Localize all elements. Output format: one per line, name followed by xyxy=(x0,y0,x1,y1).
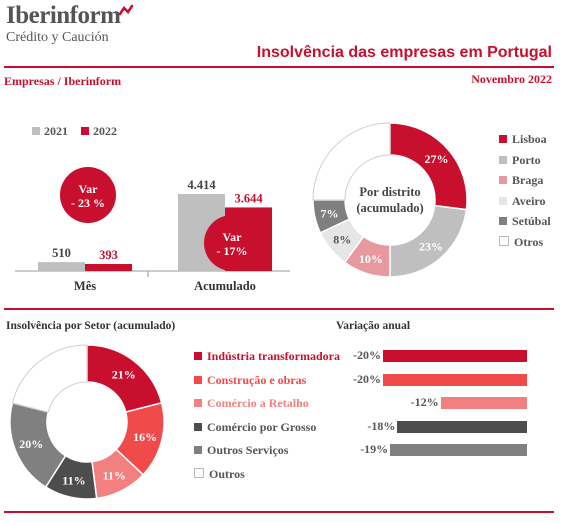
sector-title: Insolvência por Setor (acumulado) xyxy=(6,320,176,332)
legend-label: Construção e obras xyxy=(207,372,307,387)
bar-value-label: 393 xyxy=(99,248,118,262)
logo-tagline: Crédito y Caución xyxy=(6,30,109,45)
legend-swatch xyxy=(194,467,204,478)
donut-slice-label: 7% xyxy=(320,207,338,221)
section-subtitle: Empresas / Iberinform xyxy=(4,74,122,88)
legend-swatch xyxy=(194,446,202,454)
legend-item: Otros xyxy=(499,235,551,256)
legend-label: Outros Serviços xyxy=(207,443,289,457)
legend-label: Porto xyxy=(512,152,541,167)
variation-bubble-text: - 17% xyxy=(217,244,248,258)
donut-slice-label: 27% xyxy=(425,152,449,166)
sector-donut-chart: 21% 16% 11% 11% 20% xyxy=(9,344,165,500)
bar-2021-0 xyxy=(38,262,85,271)
bar-category-label: Acumulado xyxy=(194,279,256,293)
sector-legend-item: Outros xyxy=(194,467,245,482)
donut-center-label-2: (acumulado) xyxy=(356,201,423,215)
legend-swatch xyxy=(194,352,202,360)
legend-swatch xyxy=(499,235,509,246)
variation-bubble-text: Var xyxy=(223,230,243,244)
legend-label: Comércio a Retalho xyxy=(207,396,309,410)
donut-slice-otros xyxy=(312,122,391,201)
legend-label: Otros xyxy=(514,234,544,249)
legend-item-2022: 2022 xyxy=(81,124,117,138)
donut-slice-label: 10% xyxy=(359,252,383,266)
report-date: Novembro 2022 xyxy=(471,72,552,86)
donut-slice-label: 21% xyxy=(112,368,136,382)
logo-wordmark: Iberinform xyxy=(6,2,121,29)
variation-bar xyxy=(383,350,527,362)
variation-bubble xyxy=(204,215,260,271)
bar-2022-0 xyxy=(85,264,132,271)
variation-bar-label: -19% xyxy=(360,442,389,456)
bar-value-label: 4.414 xyxy=(187,178,216,192)
logo-mark-icon xyxy=(118,4,134,25)
legend-item: Lisboa xyxy=(499,132,551,153)
donut-slice-label: 16% xyxy=(133,430,157,444)
legend-item: Porto xyxy=(499,153,551,174)
donut-center-label-1: Por distrito xyxy=(359,185,420,199)
district-donut-chart: 27% 23% 10% 8% 7% Por distrito (acumulado) xyxy=(312,122,468,278)
bar-category-label: Mês xyxy=(74,279,96,293)
legend-swatch xyxy=(499,155,507,164)
variation-bar xyxy=(440,397,527,409)
donut-slice-label: 11% xyxy=(62,474,85,488)
legend-item: Setúbal xyxy=(499,214,551,235)
variation-bar-label: -20% xyxy=(353,371,381,386)
legend-swatch xyxy=(194,399,202,407)
variation-bar xyxy=(383,373,527,386)
variation-bubble-text: Var xyxy=(79,182,99,196)
variation-bar-label: -18% xyxy=(367,418,396,433)
legend-swatch xyxy=(499,217,507,225)
legend-swatch xyxy=(194,422,202,431)
variation-bar-label: -20% xyxy=(353,348,381,362)
legend-item: Braga xyxy=(499,173,551,194)
district-legend: Lisboa Porto Braga Aveiro Setúbal Otros xyxy=(499,132,551,255)
legend-label: Braga xyxy=(512,173,544,187)
sector-legend-item: Comércio por Grosso xyxy=(194,420,316,435)
header-rule xyxy=(4,66,554,68)
bar-value-label: 510 xyxy=(52,246,71,260)
variation-bar-chart: Indústria transformadora Construção e obr… xyxy=(192,342,562,502)
footer-rule xyxy=(4,511,554,513)
legend-label: Setúbal xyxy=(512,214,551,228)
section-rule xyxy=(4,308,554,310)
legend-label: Comércio por Grosso xyxy=(207,419,317,434)
bar-legend: 2021 2022 xyxy=(32,124,117,139)
variation-bar-label: -12% xyxy=(410,395,439,409)
legend-label: Aveiro xyxy=(512,193,546,208)
legend-item: Aveiro xyxy=(499,194,551,215)
donut-slice-label: 8% xyxy=(333,233,351,247)
legend-label: Lisboa xyxy=(512,132,547,146)
legend-label: Outros xyxy=(209,466,245,481)
donut-slice-label: 23% xyxy=(419,240,443,254)
variation-bar xyxy=(390,444,527,456)
sector-legend-item: Construção e obras xyxy=(194,373,306,388)
sector-legend-item: Comércio a Retalho xyxy=(194,396,309,411)
donut-slice-label: 11% xyxy=(103,468,126,482)
legend-swatch xyxy=(499,135,507,143)
legend-swatch xyxy=(499,176,507,184)
bar-value-label: 3.644 xyxy=(234,191,263,205)
sector-legend-item: Indústria transformadora xyxy=(194,349,340,364)
variation-title: Variação anual xyxy=(336,320,411,332)
donut-slice-label: 20% xyxy=(19,437,43,451)
sector-legend-item: Outros Serviços xyxy=(194,443,288,458)
page-title: Insolvência das empresas em Portugal xyxy=(256,44,552,61)
donut-slice-outros xyxy=(11,344,88,413)
variation-bubble-text: - 23 % xyxy=(71,196,105,210)
legend-swatch xyxy=(499,196,507,205)
legend-label: Indústria transformadora xyxy=(207,349,341,363)
legend-swatch xyxy=(194,375,202,384)
variation-bar xyxy=(397,420,527,433)
legend-item-2021: 2021 xyxy=(32,124,68,138)
variation-bubble xyxy=(60,167,116,223)
